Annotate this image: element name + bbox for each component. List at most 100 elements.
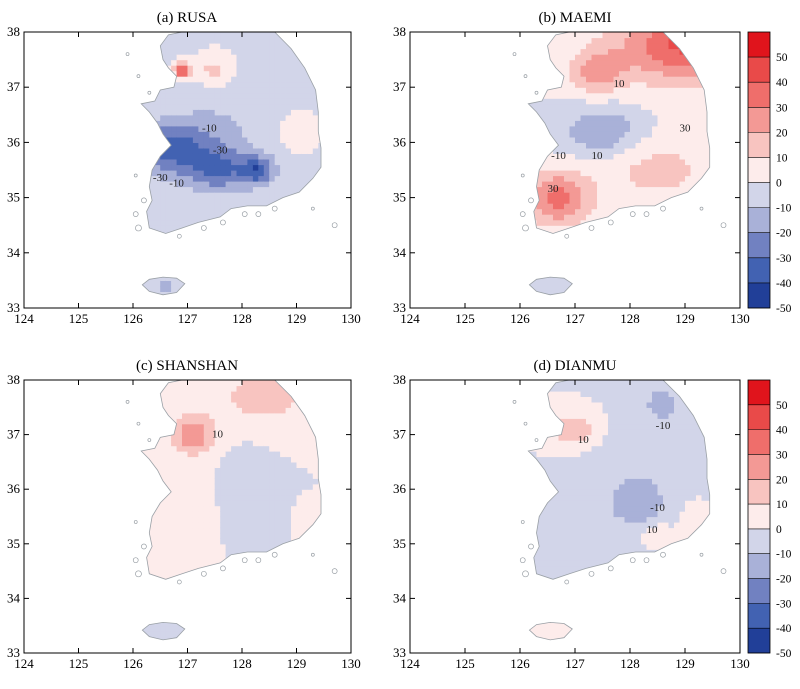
y-tick-label: 35: [393, 536, 406, 551]
island: [141, 543, 147, 550]
x-tick-label: 128: [232, 311, 252, 326]
island: [534, 438, 539, 442]
colorbar-swatch: [748, 107, 770, 133]
panel-title: (c) SHANSHAN: [136, 358, 238, 374]
island: [132, 557, 139, 564]
y-tick-label: 36: [7, 134, 21, 149]
island: [523, 421, 528, 426]
island: [220, 565, 226, 572]
x-tick-label: 130: [341, 656, 361, 671]
island: [136, 421, 141, 426]
y-tick-label: 38: [393, 372, 406, 387]
precip-field: [141, 380, 321, 640]
y-tick-label: 37: [393, 79, 407, 94]
colorbar-label: -10: [776, 203, 792, 215]
colorbar-label: -40: [776, 278, 792, 290]
x-tick-label: 126: [123, 311, 143, 326]
colorbar-label: 20: [776, 127, 788, 139]
colorbar-label: 30: [776, 102, 788, 114]
island: [523, 74, 528, 79]
colorbar-swatch: [748, 32, 770, 58]
panel-title: (b) MAEMI: [539, 10, 612, 26]
x-tick-label: 129: [675, 656, 695, 671]
colorbar-swatch: [748, 553, 770, 579]
island: [528, 197, 534, 204]
contour-label: 10: [592, 150, 604, 162]
contour-label: -10: [169, 178, 184, 190]
x-tick-label: 125: [455, 311, 475, 326]
y-tick-label: 38: [393, 24, 406, 39]
island: [660, 205, 666, 212]
colorbar-swatch: [748, 282, 770, 308]
colorbar-swatch: [748, 429, 770, 455]
map-panel: (d) DIANMU -10 -10 10 10 124 125 126 127 128 129 13…: [393, 358, 792, 671]
island: [311, 552, 315, 557]
y-tick-label: 36: [393, 481, 407, 496]
island: [607, 565, 614, 572]
x-tick-label: 126: [510, 311, 530, 326]
colorbar-swatch: [748, 628, 770, 653]
contour-label: 30: [548, 183, 560, 195]
x-tick-label: 126: [123, 656, 143, 671]
island: [255, 211, 262, 218]
island: [201, 225, 207, 231]
island: [643, 211, 650, 218]
x-tick-label: 130: [730, 656, 750, 671]
colorbar-label: -50: [776, 648, 792, 660]
coastline: [140, 31, 322, 296]
island: [629, 211, 636, 218]
island: [176, 579, 182, 585]
island: [720, 222, 727, 229]
island: [522, 224, 529, 232]
x-tick-label: 128: [620, 656, 640, 671]
colorbar-label: -50: [776, 303, 792, 315]
island: [607, 219, 614, 226]
island: [519, 557, 526, 564]
y-tick-label: 34: [393, 590, 407, 605]
colorbar-swatch: [748, 207, 770, 233]
x-tick-label: 130: [341, 311, 361, 326]
island: [311, 206, 315, 211]
island: [699, 206, 704, 211]
y-tick-label: 38: [7, 372, 20, 387]
contour-label: -30: [153, 172, 168, 184]
colorbar-swatch: [748, 404, 770, 430]
precip-field: [141, 32, 321, 295]
island: [588, 225, 595, 231]
colorbar-swatch: [748, 257, 770, 283]
x-tick-label: 130: [730, 311, 750, 326]
x-tick-label: 125: [455, 656, 475, 671]
colorbar-swatch: [748, 528, 770, 554]
x-tick-label: 128: [620, 311, 640, 326]
y-tick-label: 37: [7, 79, 21, 94]
island: [201, 570, 207, 577]
colorbar-label: -20: [776, 574, 792, 586]
colorbar-label: 50: [776, 400, 788, 412]
colorbar-label: -20: [776, 228, 792, 240]
island: [132, 211, 139, 218]
y-tick-label: 35: [7, 190, 20, 205]
panel-title: (d) DIANMU: [534, 358, 617, 374]
y-tick-label: 34: [393, 245, 407, 260]
island: [512, 399, 517, 404]
colorbar-label: 40: [776, 425, 788, 437]
colorbar-label: 0: [776, 178, 782, 190]
y-tick-label: 36: [393, 134, 407, 149]
x-tick-label: 129: [675, 311, 695, 326]
y-tick-label: 35: [7, 536, 20, 551]
colorbar-swatch: [748, 57, 770, 83]
island: [271, 551, 278, 558]
colorbar-label: -30: [776, 253, 792, 265]
island: [133, 173, 138, 178]
y-tick-label: 34: [7, 245, 21, 260]
island: [135, 570, 142, 578]
panel-title: (a) RUSA: [157, 10, 218, 26]
y-tick-label: 38: [7, 24, 20, 39]
x-tick-label: 127: [178, 311, 198, 326]
contour-label: -10: [656, 420, 671, 432]
island: [720, 568, 727, 574]
colorbar-label: -40: [776, 623, 792, 635]
colorbar-swatch: [748, 504, 770, 529]
colorbar-label: 10: [776, 499, 788, 511]
